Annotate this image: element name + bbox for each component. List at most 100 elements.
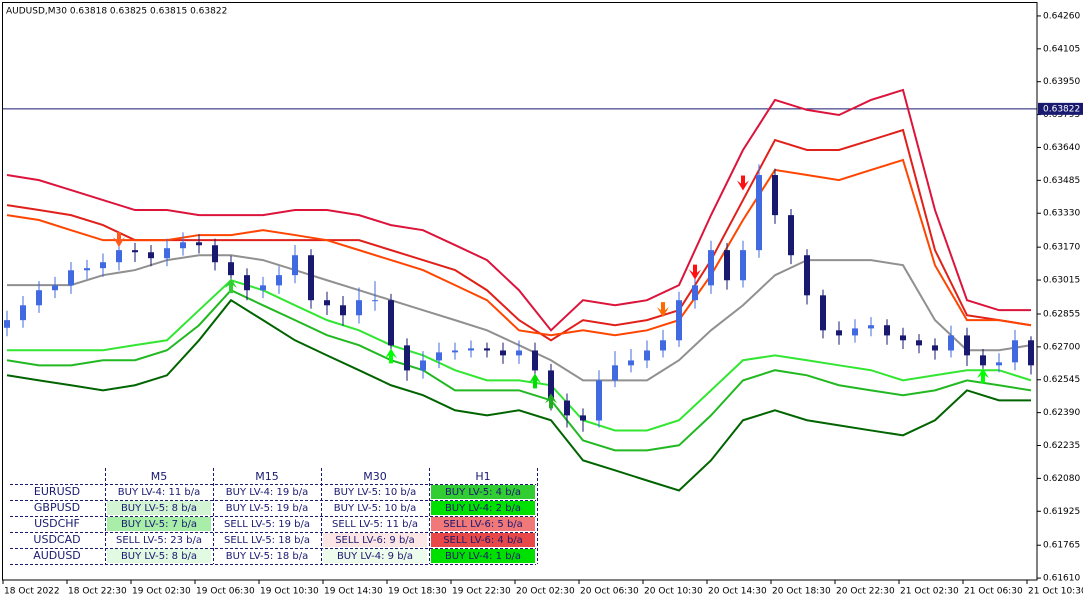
x-tick-label: 21 Oct 10:30	[1028, 587, 1083, 597]
candle-body	[932, 345, 938, 351]
candle-body	[436, 352, 442, 361]
current-price-label: 0.63822	[1043, 104, 1080, 114]
candle-body	[548, 370, 554, 401]
row-label: GBPUSD	[34, 501, 80, 514]
candle-body	[916, 340, 922, 346]
candle-body	[292, 255, 298, 276]
y-tick-label: 0.63330	[1043, 209, 1080, 219]
candle-body	[772, 175, 778, 216]
candle-body	[68, 270, 74, 286]
x-tick-label: 20 Oct 02:30	[516, 587, 575, 597]
cell-text: SELL LV-5: 23 b/a	[116, 535, 202, 546]
x-tick-label: 20 Oct 10:30	[644, 587, 703, 597]
candle-body	[340, 305, 346, 316]
x-tick-label: 18 Oct 22:30	[68, 587, 127, 597]
candle-body	[948, 335, 954, 351]
candle-body	[612, 365, 618, 381]
candle-body	[164, 248, 170, 259]
row-label: USDCAD	[33, 533, 80, 546]
candle-body	[900, 335, 906, 341]
cell-bg	[107, 485, 211, 499]
candle-body	[676, 300, 682, 341]
signal-arrow	[529, 373, 541, 389]
plot-area	[3, 88, 1037, 492]
candle-body	[580, 415, 586, 421]
y-tick-label: 0.62855	[1043, 309, 1080, 319]
x-tick-label: 21 Oct 02:30	[900, 587, 959, 597]
candle-body	[420, 360, 426, 371]
candle-body	[852, 328, 858, 336]
cell-text: SELL LV-6: 4 b/a	[443, 535, 523, 546]
candle-body	[244, 275, 250, 291]
y-tick-label: 0.62080	[1043, 474, 1080, 484]
column-header: M15	[255, 470, 279, 483]
candle-body	[724, 250, 730, 281]
y-tick-label: 0.63485	[1043, 176, 1080, 186]
band-line	[6, 289, 1032, 452]
y-tick-label: 0.63795	[1043, 110, 1080, 120]
candle-body	[180, 242, 186, 249]
cell-text: SELL LV-5: 19 b/a	[224, 519, 310, 530]
band-line	[6, 128, 1032, 342]
candle-body	[148, 252, 154, 259]
candle-body	[260, 285, 266, 291]
y-tick-label: 0.63170	[1043, 243, 1080, 253]
column-header: M5	[151, 470, 168, 483]
cell-bg	[431, 501, 535, 515]
y-tick-label: 0.63640	[1043, 143, 1080, 153]
dashboard: M5 M15 M30 H1 EURUSD BUY LV-4: 11 b/a BUY LV-4…	[10, 468, 538, 565]
candle-body	[516, 350, 522, 356]
candle-body	[756, 175, 762, 251]
y-tick-label: 0.64105	[1043, 44, 1080, 54]
y-tick-label: 0.63950	[1043, 77, 1080, 87]
candle-body	[628, 360, 634, 366]
plot-frame	[2, 2, 1038, 581]
y-tick-label: 0.62545	[1043, 375, 1080, 385]
band-line	[7, 279, 1032, 432]
cell-text: SELL LV-6: 9 b/a	[335, 535, 415, 546]
cell-text: BUY LV-5: 8 b/a	[121, 551, 197, 562]
cell-text: SELL LV-5: 11 b/a	[332, 519, 418, 530]
cell-text: SELL LV-6: 5 b/a	[443, 519, 523, 530]
x-tick-label: 19 Oct 14:30	[324, 587, 383, 597]
x-tick-label: 20 Oct 06:30	[580, 587, 639, 597]
cell-bg	[107, 533, 211, 547]
x-tick-label: 20 Oct 22:30	[836, 587, 895, 597]
candle-body	[404, 345, 410, 371]
candle-body	[388, 300, 394, 346]
current-price-box	[1038, 102, 1083, 115]
candle-body	[100, 262, 106, 269]
cell-bg	[215, 517, 319, 531]
column-header: H1	[475, 470, 490, 483]
cell-bg	[323, 533, 427, 547]
candle-body	[468, 348, 474, 351]
cell-bg	[215, 533, 319, 547]
cell-bg	[215, 549, 319, 563]
candle-body	[964, 335, 970, 356]
cell-bg	[431, 517, 535, 531]
cell-bg	[431, 549, 535, 563]
cell-text: BUY LV-5: 10 b/a	[334, 487, 416, 498]
candle-body	[500, 350, 506, 356]
candle-body	[324, 300, 330, 306]
candle-body	[884, 325, 890, 336]
candle-body	[1012, 340, 1018, 363]
candle-body	[36, 290, 42, 306]
candle-body	[996, 362, 1002, 366]
candle-body	[484, 348, 490, 351]
candle-body	[308, 255, 314, 301]
band-line	[6, 158, 1032, 337]
candle-body	[596, 380, 602, 421]
candle-body	[1028, 340, 1034, 366]
y-tick-label: 0.63015	[1043, 276, 1080, 286]
column-header: M30	[363, 470, 387, 483]
y-tick-label: 0.61925	[1043, 507, 1080, 517]
candle-body	[84, 268, 90, 271]
candle-body	[868, 325, 874, 329]
candle-body	[708, 250, 714, 286]
signal-arrow	[385, 348, 397, 364]
x-tick-label: 19 Oct 18:30	[388, 587, 447, 597]
candle-body	[788, 215, 794, 256]
